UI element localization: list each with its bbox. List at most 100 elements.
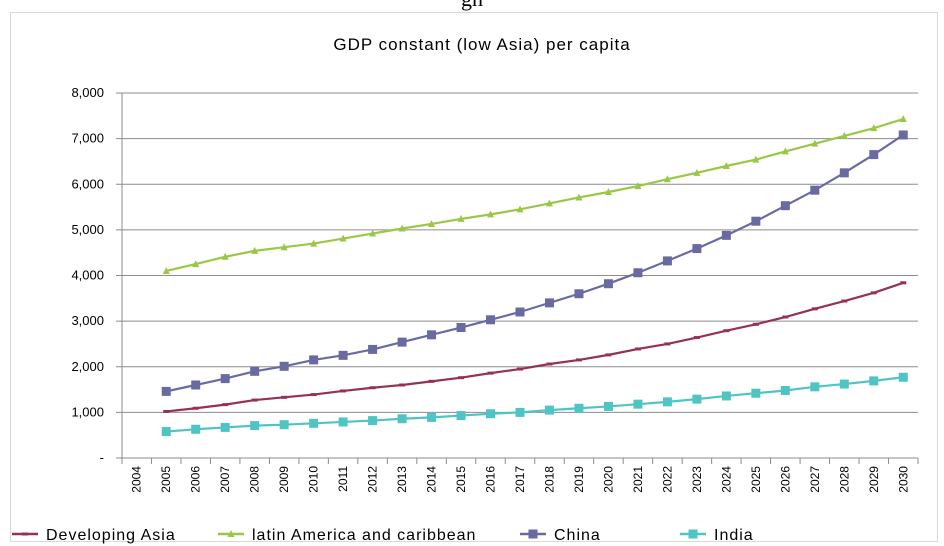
data-point (574, 289, 584, 299)
data-point (192, 406, 199, 410)
data-point (780, 201, 790, 211)
data-point (486, 315, 496, 325)
x-tick-label: 2023 (690, 466, 704, 493)
data-point (427, 330, 437, 340)
data-point (456, 411, 466, 421)
x-tick-label: 2014 (425, 466, 439, 493)
data-point (279, 420, 289, 430)
data-point (575, 358, 582, 362)
data-point (575, 193, 583, 201)
y-tick-label: 7,000 (71, 131, 104, 146)
data-point (810, 382, 820, 392)
x-tick-label: 2026 (778, 466, 792, 493)
data-point (839, 168, 849, 178)
data-point (780, 385, 790, 395)
legend-label: China (554, 527, 601, 544)
chart-area (10, 12, 938, 542)
x-tick-label: 2015 (454, 466, 468, 493)
data-point (222, 403, 229, 407)
data-point (338, 350, 348, 360)
data-point (869, 376, 879, 386)
data-point (487, 210, 495, 218)
data-point (898, 372, 908, 382)
x-tick-label: 2022 (660, 466, 674, 493)
series-line (165, 134, 904, 393)
data-point (251, 398, 258, 402)
y-tick-label: 1,000 (71, 404, 104, 419)
data-point (603, 279, 613, 289)
data-point (811, 139, 819, 147)
data-point (574, 403, 584, 413)
y-tick-label: 6,000 (71, 176, 104, 191)
data-point (161, 386, 171, 396)
data-point (528, 529, 538, 539)
legend-item: India (680, 527, 753, 544)
legend-label: latin America and caribbean (252, 527, 476, 544)
data-point (221, 252, 229, 260)
series-line (166, 376, 904, 433)
data-point (899, 115, 907, 123)
data-point (456, 323, 466, 333)
data-point (688, 529, 698, 539)
data-point (250, 366, 260, 376)
data-point (251, 246, 259, 254)
x-tick-label: 2021 (631, 466, 645, 493)
data-point (428, 219, 436, 227)
x-tick-label: 2030 (896, 466, 910, 493)
x-tick-label: 2024 (719, 466, 733, 493)
data-point (191, 380, 201, 390)
data-point (458, 376, 465, 380)
data-point (664, 342, 671, 346)
x-tick-label: 2020 (601, 466, 615, 493)
data-point (692, 244, 702, 254)
data-point (397, 337, 407, 347)
data-point (457, 214, 465, 222)
data-point (693, 168, 701, 176)
x-tick-label: 2018 (542, 466, 556, 493)
data-point (663, 175, 671, 183)
data-point (250, 421, 260, 431)
data-point (163, 409, 170, 413)
series-line (165, 117, 904, 273)
y-tick-label: 2,000 (71, 359, 104, 374)
x-tick-label: 2012 (366, 466, 380, 493)
data-point (544, 405, 554, 415)
cropped-header-text: gh (0, 0, 944, 12)
data-point (545, 199, 553, 207)
legend-item: latin America and caribbean (218, 527, 476, 544)
data-point (811, 307, 818, 311)
chart-title: GDP constant (low Asia) per capita (333, 35, 630, 54)
data-point (546, 362, 553, 366)
data-point (869, 150, 879, 160)
data-point (517, 367, 523, 371)
data-point (722, 162, 730, 169)
data-point (662, 397, 672, 407)
data-point (220, 422, 230, 432)
data-point (427, 412, 437, 422)
x-tick-label: 2008 (248, 466, 262, 493)
data-point (309, 355, 319, 365)
axes (116, 92, 919, 464)
x-tick-label: 2006 (189, 466, 203, 493)
data-point (723, 329, 730, 333)
x-tick-label: 2019 (572, 466, 586, 493)
data-point (220, 374, 230, 384)
x-tick-label: 2013 (395, 466, 409, 493)
x-tick-label: 2004 (130, 466, 144, 493)
data-point (397, 414, 407, 424)
series-india (161, 372, 908, 437)
series-latin-america-and-caribbean (162, 115, 907, 274)
data-point (309, 418, 319, 428)
data-point (279, 361, 289, 371)
data-point (22, 532, 28, 536)
data-point (487, 371, 494, 375)
data-point (634, 182, 642, 190)
data-point (840, 131, 848, 139)
x-tick-label: 2010 (307, 466, 321, 493)
legend: Developing Asia latin America and caribbe… (12, 527, 753, 544)
data-point (515, 307, 525, 317)
legend-item: Developing Asia (12, 527, 175, 544)
x-tick-label: 2025 (749, 466, 763, 493)
data-point (339, 234, 347, 242)
data-point (280, 243, 288, 251)
